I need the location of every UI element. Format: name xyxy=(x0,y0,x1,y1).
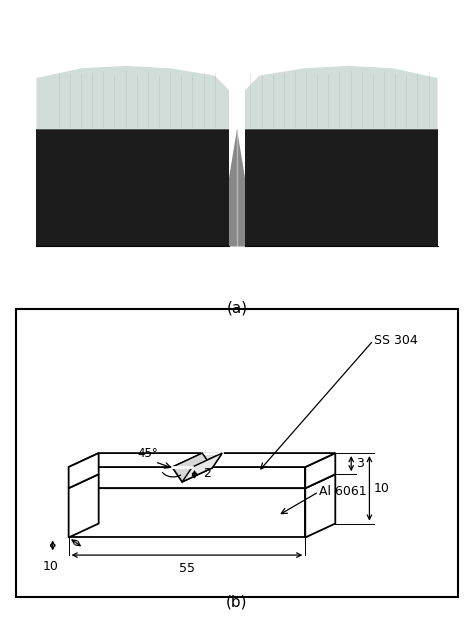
Polygon shape xyxy=(182,453,222,482)
Polygon shape xyxy=(69,488,305,538)
Text: 2: 2 xyxy=(204,467,211,480)
Polygon shape xyxy=(69,474,335,488)
Text: 45°: 45° xyxy=(138,447,158,460)
Polygon shape xyxy=(172,467,192,482)
Polygon shape xyxy=(69,453,335,467)
Polygon shape xyxy=(229,129,245,247)
Polygon shape xyxy=(305,474,335,538)
Text: Al 6061: Al 6061 xyxy=(319,485,366,498)
Text: SS 304: SS 304 xyxy=(374,333,417,347)
Polygon shape xyxy=(245,129,438,247)
Polygon shape xyxy=(305,453,335,488)
Text: 55: 55 xyxy=(179,562,195,575)
Polygon shape xyxy=(36,129,229,247)
Polygon shape xyxy=(245,66,438,129)
Text: (a): (a) xyxy=(227,301,247,315)
Polygon shape xyxy=(202,453,222,468)
Polygon shape xyxy=(172,453,212,482)
Polygon shape xyxy=(69,474,99,538)
Text: 3: 3 xyxy=(356,457,364,470)
Polygon shape xyxy=(36,66,229,129)
Polygon shape xyxy=(69,453,99,488)
Text: 10: 10 xyxy=(43,560,58,573)
Text: 10: 10 xyxy=(374,482,390,495)
Polygon shape xyxy=(69,467,305,488)
Text: (b): (b) xyxy=(226,595,248,610)
